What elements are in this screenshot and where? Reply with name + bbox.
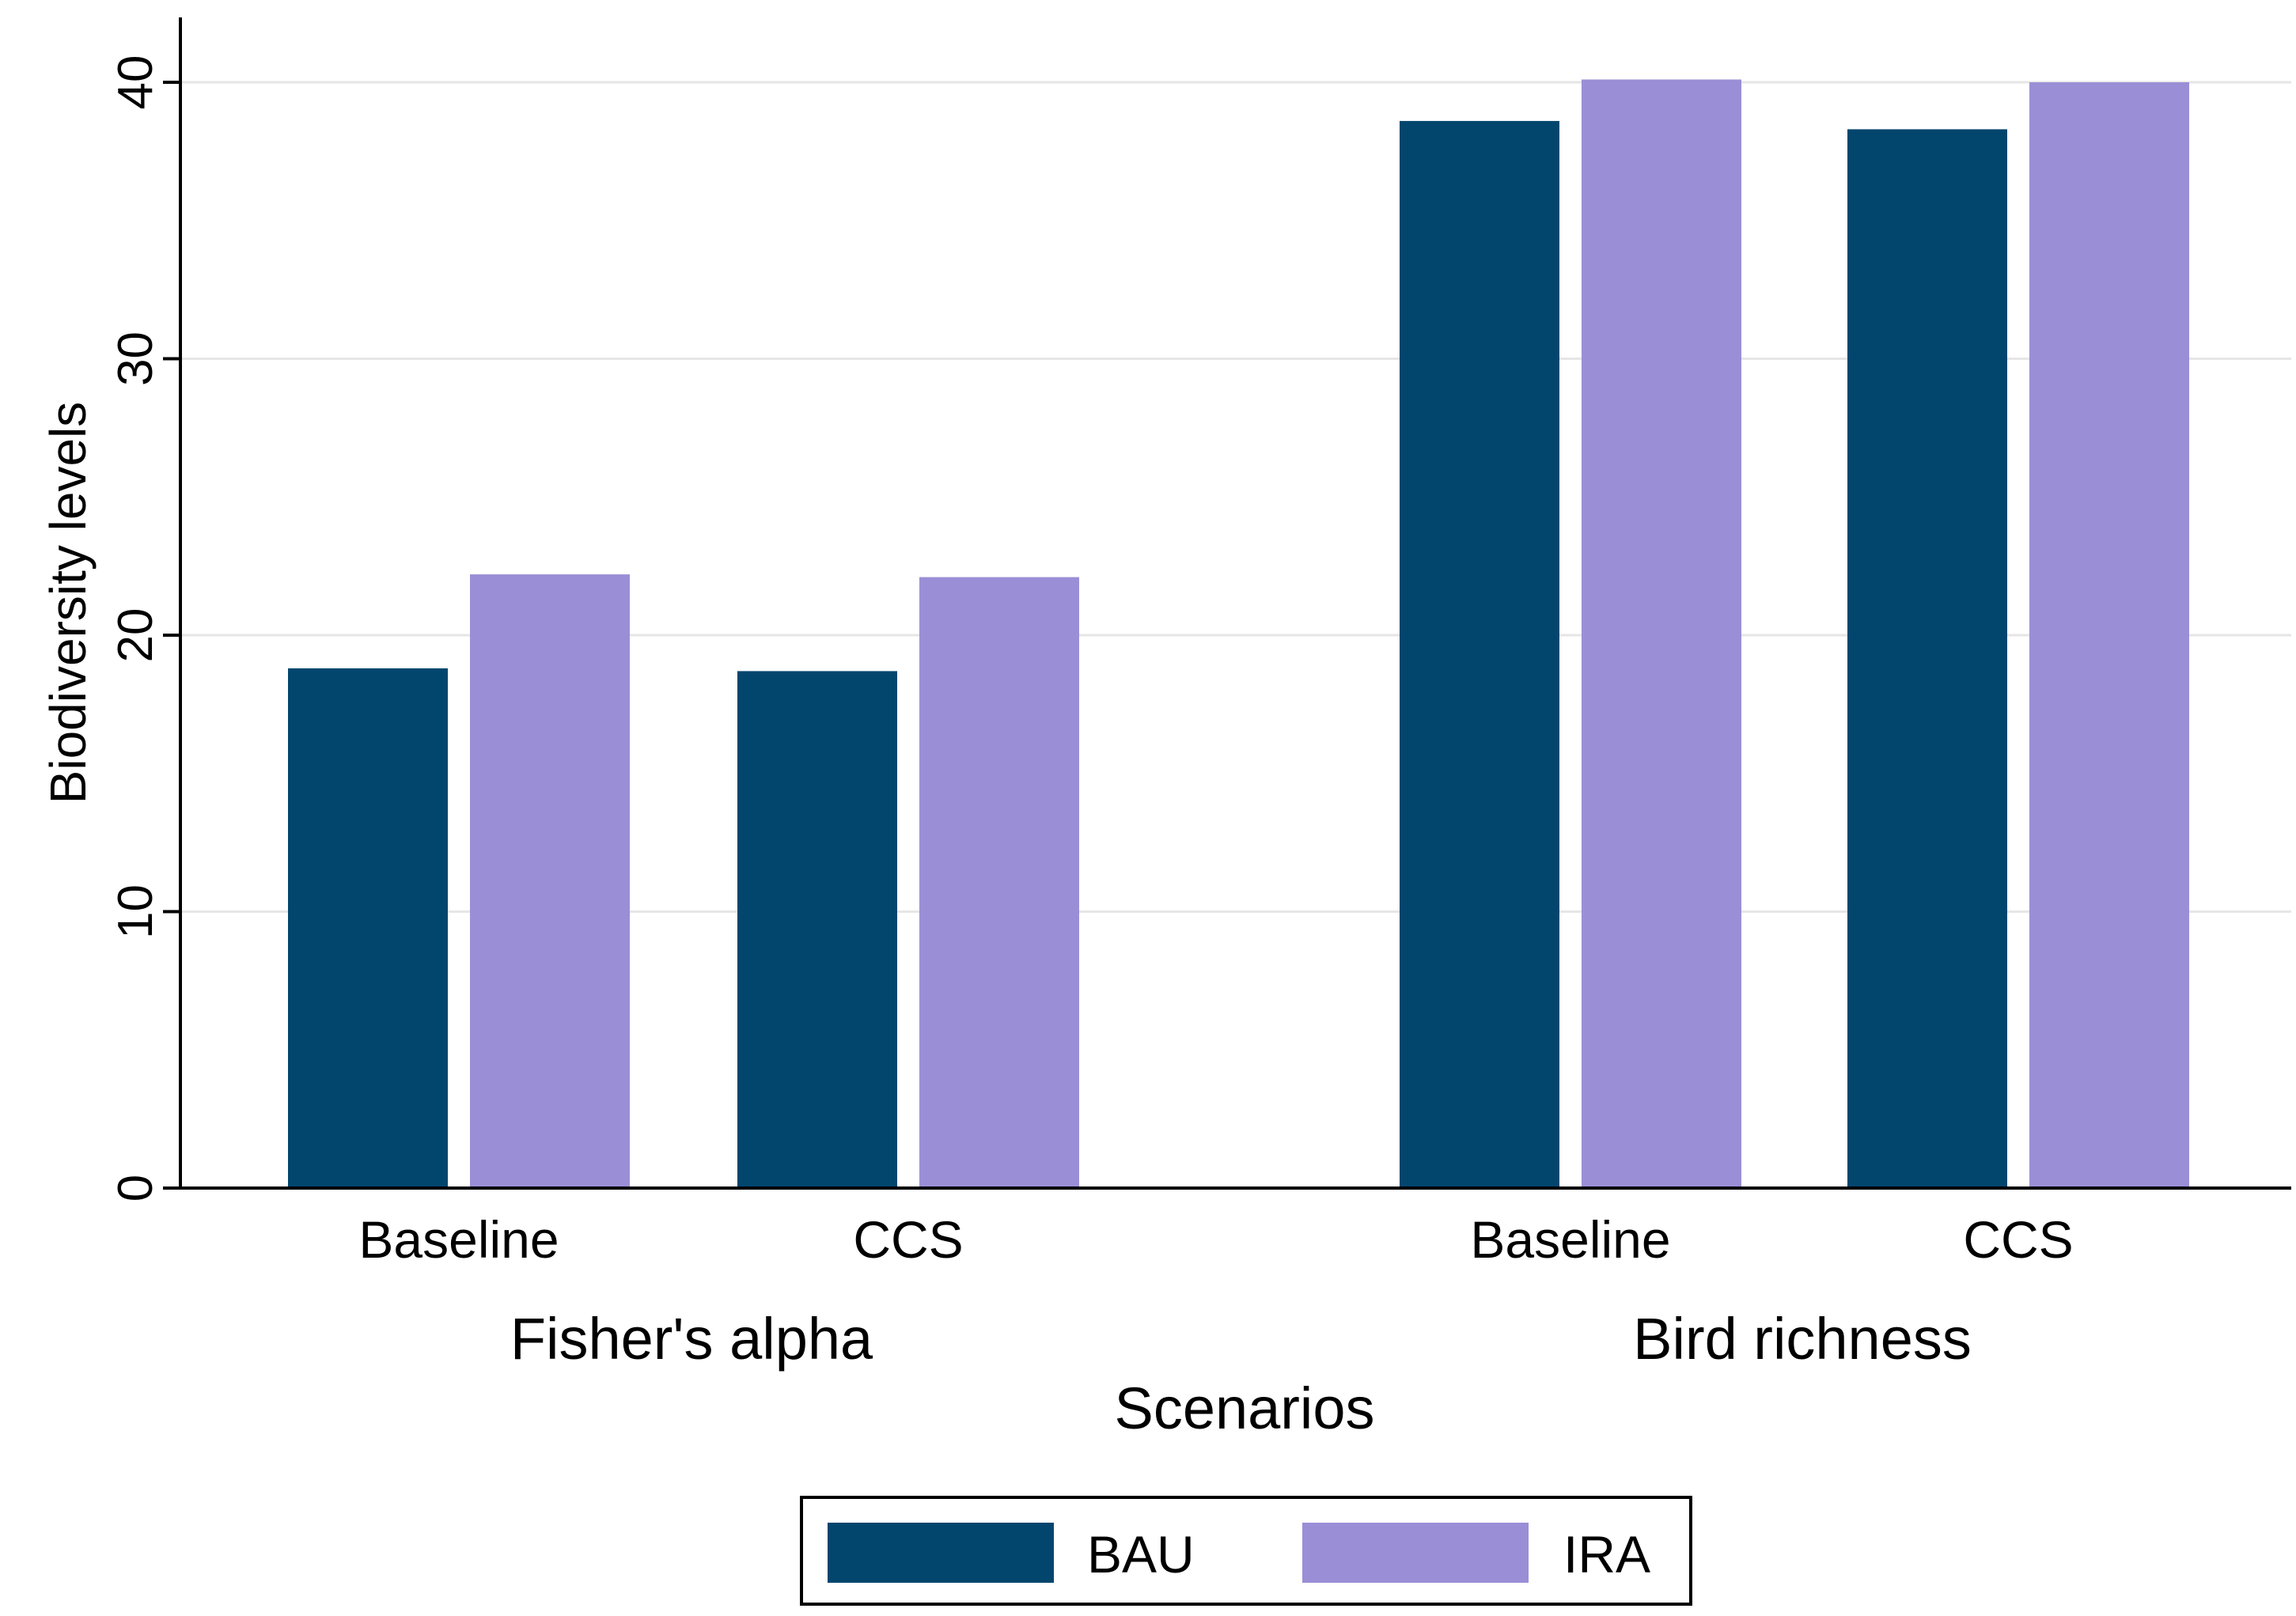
y-tick-label: 20 <box>108 608 163 663</box>
x-category-label: Baseline <box>358 1210 559 1269</box>
bar-ira-4 <box>2029 82 2189 1188</box>
bar-bau-4 <box>1847 129 2007 1188</box>
y-tick-label: 30 <box>108 331 163 386</box>
legend-swatch-ira <box>1302 1523 1529 1583</box>
legend: BAU IRA <box>800 1496 1692 1606</box>
bar-bau-3 <box>1400 120 1559 1189</box>
bar-bau-2 <box>737 671 897 1188</box>
legend-label-ira: IRA <box>1563 1525 1650 1584</box>
x-category-label: Baseline <box>1470 1210 1670 1269</box>
y-tick-label: 0 <box>108 1175 163 1202</box>
x-axis-title: Scenarios <box>1114 1376 1374 1441</box>
group-label: Bird richness <box>1633 1306 1972 1372</box>
axes <box>179 17 2291 1190</box>
y-tick-label: 40 <box>108 55 163 110</box>
bar-ira-2 <box>919 577 1079 1188</box>
bar-ira-3 <box>1582 79 1741 1188</box>
bar-ira-1 <box>470 574 630 1188</box>
legend-label-bau: BAU <box>1087 1525 1195 1584</box>
group-labels: Fisher's alpha Bird richness <box>510 1306 1972 1372</box>
bars <box>288 79 2189 1189</box>
x-category-label: CCS <box>1963 1210 2073 1269</box>
x-category-labels: Baseline CCS Baseline CCS <box>358 1210 2073 1269</box>
y-axis-title: Biodiversity levels <box>40 402 97 804</box>
y-tick-label: 10 <box>108 884 163 939</box>
bar-bau-1 <box>288 668 448 1188</box>
y-ticks: 0 10 20 30 40 <box>108 55 180 1202</box>
legend-swatch-bau <box>828 1523 1054 1583</box>
group-label: Fisher's alpha <box>510 1306 873 1372</box>
x-category-label: CCS <box>853 1210 963 1269</box>
